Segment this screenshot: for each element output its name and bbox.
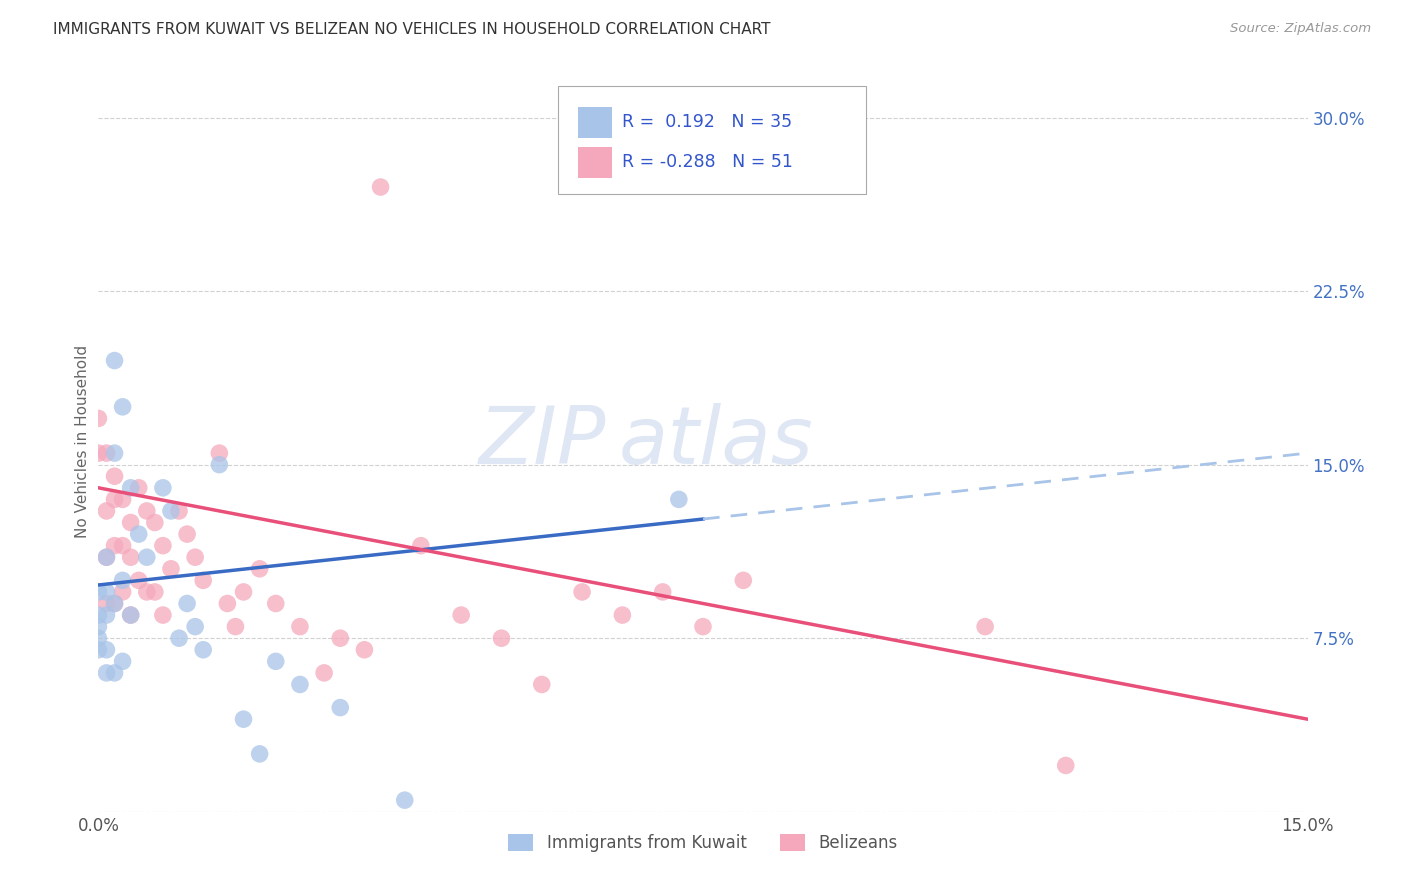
- Point: [530, 677, 553, 691]
- Point: [152, 539, 174, 553]
- Point: [96, 665, 118, 680]
- Text: Source: ZipAtlas.com: Source: ZipAtlas.com: [1230, 22, 1371, 36]
- Point: [103, 665, 125, 680]
- Point: [491, 631, 513, 645]
- Point: [87, 642, 110, 657]
- Point: [208, 458, 231, 472]
- FancyBboxPatch shape: [578, 147, 613, 178]
- Point: [135, 504, 157, 518]
- Point: [96, 597, 118, 611]
- Point: [288, 677, 311, 691]
- Point: [111, 574, 134, 588]
- Point: [329, 700, 352, 714]
- Point: [111, 654, 134, 668]
- Point: [692, 619, 714, 633]
- Point: [111, 492, 134, 507]
- Point: [612, 608, 634, 623]
- Point: [193, 574, 215, 588]
- Point: [87, 585, 110, 599]
- Point: [87, 608, 110, 623]
- Point: [96, 446, 118, 460]
- Point: [668, 492, 690, 507]
- Point: [120, 516, 142, 530]
- Point: [152, 608, 174, 623]
- Point: [184, 619, 207, 633]
- Point: [111, 585, 134, 599]
- Point: [193, 642, 215, 657]
- Point: [651, 585, 673, 599]
- Point: [120, 481, 142, 495]
- Point: [103, 469, 125, 483]
- Point: [128, 574, 150, 588]
- FancyBboxPatch shape: [578, 107, 613, 138]
- Point: [103, 353, 125, 368]
- Point: [111, 539, 134, 553]
- Point: [176, 527, 198, 541]
- Point: [314, 665, 336, 680]
- Point: [103, 492, 125, 507]
- Point: [160, 504, 183, 518]
- Point: [733, 574, 755, 588]
- Y-axis label: No Vehicles in Household: No Vehicles in Household: [75, 345, 90, 538]
- Point: [184, 550, 207, 565]
- Point: [1054, 758, 1077, 772]
- Text: R =  0.192   N = 35: R = 0.192 N = 35: [621, 113, 792, 131]
- Point: [370, 180, 392, 194]
- Point: [249, 562, 271, 576]
- Point: [103, 446, 125, 460]
- Point: [103, 597, 125, 611]
- Point: [232, 712, 254, 726]
- Point: [135, 585, 157, 599]
- Point: [96, 550, 118, 565]
- Point: [571, 585, 593, 599]
- Point: [128, 527, 150, 541]
- Point: [394, 793, 416, 807]
- Point: [143, 585, 166, 599]
- Point: [224, 619, 246, 633]
- Text: R = -0.288   N = 51: R = -0.288 N = 51: [621, 153, 793, 171]
- Point: [96, 585, 118, 599]
- Point: [160, 562, 183, 576]
- Point: [96, 642, 118, 657]
- Point: [120, 550, 142, 565]
- Point: [87, 619, 110, 633]
- Point: [87, 411, 110, 425]
- Text: ZIP: ZIP: [479, 402, 606, 481]
- Point: [120, 608, 142, 623]
- Point: [264, 597, 287, 611]
- Point: [87, 446, 110, 460]
- Text: IMMIGRANTS FROM KUWAIT VS BELIZEAN NO VEHICLES IN HOUSEHOLD CORRELATION CHART: IMMIGRANTS FROM KUWAIT VS BELIZEAN NO VE…: [53, 22, 770, 37]
- FancyBboxPatch shape: [558, 87, 866, 194]
- Point: [167, 504, 190, 518]
- Legend: Immigrants from Kuwait, Belizeans: Immigrants from Kuwait, Belizeans: [502, 828, 904, 859]
- Point: [120, 608, 142, 623]
- Point: [135, 550, 157, 565]
- Point: [96, 608, 118, 623]
- Point: [111, 400, 134, 414]
- Point: [128, 481, 150, 495]
- Point: [152, 481, 174, 495]
- Point: [329, 631, 352, 645]
- Point: [96, 504, 118, 518]
- Point: [450, 608, 472, 623]
- Point: [167, 631, 190, 645]
- Point: [103, 539, 125, 553]
- Point: [232, 585, 254, 599]
- Point: [974, 619, 997, 633]
- Point: [176, 597, 198, 611]
- Point: [249, 747, 271, 761]
- Point: [96, 550, 118, 565]
- Point: [208, 446, 231, 460]
- Point: [103, 597, 125, 611]
- Point: [143, 516, 166, 530]
- Point: [87, 631, 110, 645]
- Point: [288, 619, 311, 633]
- Point: [409, 539, 432, 553]
- Point: [353, 642, 375, 657]
- Point: [264, 654, 287, 668]
- Text: atlas: atlas: [619, 402, 813, 481]
- Point: [217, 597, 239, 611]
